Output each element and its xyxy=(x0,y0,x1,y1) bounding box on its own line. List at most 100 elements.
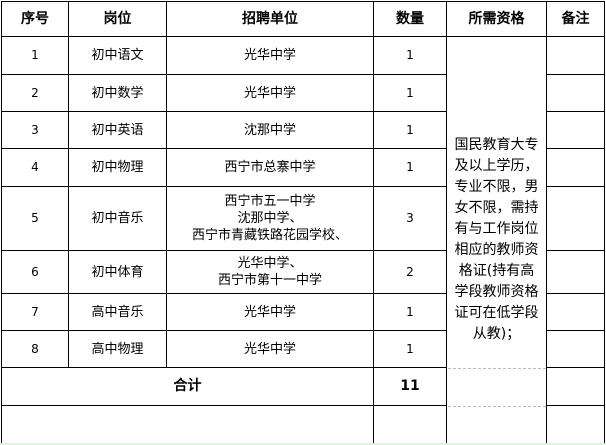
count-text: 1 xyxy=(406,48,414,62)
cell-count: 1 xyxy=(373,74,447,112)
page-bottom-strip xyxy=(0,443,606,445)
cell-seq: 7 xyxy=(1,293,69,331)
cell-seq: 3 xyxy=(1,111,69,149)
unit-line: 西宁市第十一中学 xyxy=(217,273,322,288)
empty-cell xyxy=(373,405,447,444)
cell-unit: 西宁市五一中学 沈那中学、 西宁市青藏铁路花园学校、 xyxy=(166,186,374,251)
total-label-cell: 合计 xyxy=(1,367,374,406)
header-qualification: 所需资格 xyxy=(446,1,547,37)
count-text: 1 xyxy=(406,160,414,174)
cell-position: 初中体育 xyxy=(68,250,167,294)
header-count: 数量 xyxy=(373,1,447,37)
cell-unit: 光华中学 xyxy=(166,74,374,112)
cell-remarks xyxy=(546,186,605,251)
unit-line: 沈那中学、 xyxy=(237,211,303,226)
seq-text: 2 xyxy=(31,85,39,100)
cell-count: 1 xyxy=(373,111,447,149)
qualification-line: 证可在低学段 xyxy=(454,305,539,321)
cell-count: 2 xyxy=(373,250,447,294)
cell-remarks xyxy=(546,74,605,112)
qualification-line: 学段教师资格 xyxy=(454,284,539,300)
cell-position: 初中语文 xyxy=(68,36,167,75)
dashed-divider xyxy=(448,368,546,369)
total-count-cell: 11 xyxy=(373,367,447,406)
seq-text: 1 xyxy=(31,48,39,62)
seq-text: 4 xyxy=(31,160,39,174)
header-label: 数量 xyxy=(396,10,424,27)
qualification-line: 专业不限，男 xyxy=(454,179,539,195)
header-seq: 序号 xyxy=(1,1,69,37)
position-text: 高中物理 xyxy=(91,341,144,357)
position-text: 初中英语 xyxy=(91,122,144,138)
unit-line: 光华中学、 xyxy=(237,256,303,271)
count-text: 2 xyxy=(406,264,414,279)
position-text: 初中语文 xyxy=(91,48,144,63)
cell-count: 1 xyxy=(373,148,447,187)
cell-remarks xyxy=(546,111,605,149)
seq-text: 7 xyxy=(31,304,39,319)
total-count: 11 xyxy=(400,378,420,394)
cell-position: 初中音乐 xyxy=(68,186,167,251)
qualification-line: 有与工作岗位 xyxy=(454,221,539,237)
cell-seq: 8 xyxy=(1,330,69,368)
seq-text: 6 xyxy=(31,264,39,279)
seq-text: 5 xyxy=(31,211,39,225)
header-label: 备注 xyxy=(561,10,590,27)
cell-position: 初中英语 xyxy=(68,111,167,149)
cell-qualification: 国民教育大专 及以上学历， 专业不限，男 女不限，需持 有与工作岗位 相应的教师资 格证(持… xyxy=(446,36,547,444)
header-label: 序号 xyxy=(21,10,49,27)
cell-count: 3 xyxy=(373,186,447,251)
header-unit: 招聘单位 xyxy=(166,1,374,37)
header-label: 招聘单位 xyxy=(242,10,298,27)
cell-position: 高中音乐 xyxy=(68,293,167,331)
header-remarks: 备注 xyxy=(546,1,605,37)
dashed-divider xyxy=(448,406,546,407)
seq-text: 3 xyxy=(31,122,39,137)
cell-unit: 光华中学 xyxy=(166,36,374,75)
unit-line: 光华中学 xyxy=(243,304,296,320)
cell-remarks xyxy=(546,250,605,294)
empty-cell xyxy=(1,405,374,444)
unit-line: 沈那中学 xyxy=(243,122,296,138)
count-text: 1 xyxy=(406,85,414,100)
header-label: 所需资格 xyxy=(468,10,525,27)
cell-seq: 6 xyxy=(1,250,69,294)
cell-count: 1 xyxy=(373,293,447,331)
qualification-line: 从教)； xyxy=(472,326,521,342)
count-text: 1 xyxy=(406,122,414,137)
cell-unit: 光华中学 xyxy=(166,293,374,331)
cell-remarks xyxy=(546,405,605,444)
cell-count: 1 xyxy=(373,36,447,75)
cell-remarks xyxy=(546,36,605,75)
qualification-line: 格证(持有高 xyxy=(458,263,535,279)
position-text: 初中音乐 xyxy=(91,211,144,226)
cell-seq: 4 xyxy=(1,148,69,187)
unit-line: 光华中学 xyxy=(243,48,296,63)
qualification-line: 国民教育大专 xyxy=(454,137,539,153)
qualification-line: 相应的教师资 xyxy=(454,242,539,258)
position-text: 初中体育 xyxy=(91,264,144,280)
cell-position: 初中物理 xyxy=(68,148,167,187)
cell-position: 初中数学 xyxy=(68,74,167,112)
cell-unit: 光华中学 xyxy=(166,330,374,368)
cell-remarks xyxy=(546,293,605,331)
qualification-line: 女不限，需持 xyxy=(454,200,539,216)
cell-seq: 2 xyxy=(1,74,69,112)
cell-unit: 西宁市总寨中学 xyxy=(166,148,374,187)
count-text: 3 xyxy=(406,211,414,225)
header-position: 岗位 xyxy=(68,1,167,37)
cell-position: 高中物理 xyxy=(68,330,167,368)
cell-seq: 5 xyxy=(1,186,69,251)
cell-remarks xyxy=(546,367,605,406)
qualification-line: 及以上学历， xyxy=(454,158,539,174)
position-text: 初中物理 xyxy=(91,160,144,175)
position-text: 高中音乐 xyxy=(91,304,144,320)
header-label: 岗位 xyxy=(103,10,132,27)
cell-remarks xyxy=(546,148,605,187)
unit-line: 西宁市总寨中学 xyxy=(224,160,316,175)
count-text: 1 xyxy=(406,304,414,319)
cell-unit: 沈那中学 xyxy=(166,111,374,149)
unit-line: 光华中学 xyxy=(243,85,296,101)
cell-remarks xyxy=(546,330,605,368)
cell-unit: 光华中学、西宁市第十一中学 xyxy=(166,250,374,294)
